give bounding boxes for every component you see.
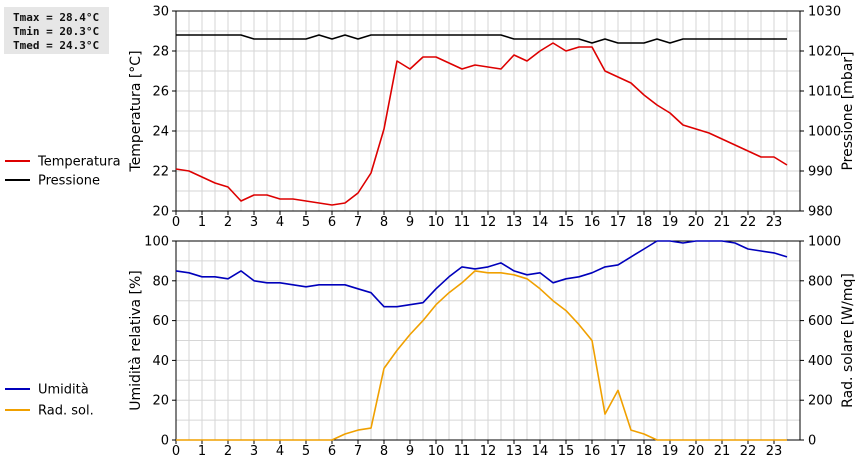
y-left-tick-label: 26 [152, 85, 169, 100]
x-tick-label: 5 [302, 444, 310, 459]
y-right-tick-label: 400 [808, 354, 833, 369]
x-tick-label: 7 [354, 215, 362, 230]
y-right-tick-label: 980 [808, 205, 833, 220]
x-tick-label: 7 [354, 444, 362, 459]
y-right-tick-label: 990 [808, 165, 833, 180]
series-line-rad-sol- [176, 270, 787, 441]
x-tick-label: 15 [558, 444, 575, 459]
y-left-tick-label: 30 [152, 5, 169, 20]
x-tick-label: 2 [224, 215, 232, 230]
x-tick-label: 11 [454, 444, 471, 459]
y-right-tick-label: 600 [808, 314, 833, 329]
x-tick-label: 21 [714, 444, 731, 459]
series-line-temperatura [175, 42, 788, 206]
x-tick-label: 0 [172, 215, 180, 230]
x-tick-label: 1 [198, 444, 206, 459]
x-tick-label: 9 [406, 215, 414, 230]
x-tick-label: 8 [380, 444, 388, 459]
x-tick-label: 20 [688, 444, 705, 459]
x-tick-label: 16 [584, 444, 601, 459]
x-tick-label: 3 [250, 215, 258, 230]
x-tick-label: 18 [636, 444, 653, 459]
x-tick-label: 19 [662, 215, 679, 230]
x-tick-label: 4 [276, 444, 284, 459]
x-tick-label: 17 [610, 444, 627, 459]
x-tick-label: 21 [714, 215, 731, 230]
x-tick-label: 15 [558, 215, 575, 230]
x-tick-label: 16 [584, 215, 601, 230]
y-left-tick-label: 60 [152, 314, 169, 329]
x-tick-label: 17 [610, 215, 627, 230]
x-tick-label: 18 [636, 215, 653, 230]
grid-temp-pressure [176, 11, 800, 211]
y-left-axis-title: Umidità relativa [%] [128, 270, 144, 411]
x-tick-label: 10 [428, 215, 445, 230]
legend-label: Umidità [38, 383, 89, 398]
series-line-umidit- [175, 240, 788, 308]
series-line-pressione [176, 34, 787, 44]
y-right-tick-label: 800 [808, 274, 833, 289]
tmin-label: Tmin = 20.3°C [13, 25, 100, 38]
y-right-axis-title: Pressione [mbar] [840, 51, 856, 170]
y-left-axis-title: Temperatura [°C] [128, 50, 144, 172]
x-tick-label: 8 [380, 215, 388, 230]
y-left-tick-label: 20 [152, 205, 169, 220]
x-tick-label: 20 [688, 215, 705, 230]
x-tick-label: 14 [532, 215, 549, 230]
x-tick-label: 22 [740, 444, 757, 459]
legend-label: Pressione [38, 174, 100, 189]
y-left-tick-label: 100 [144, 235, 169, 250]
x-tick-label: 13 [506, 444, 523, 459]
x-tick-label: 19 [662, 444, 679, 459]
x-tick-label: 22 [740, 215, 757, 230]
stats-box: Tmax = 28.4°C Tmin = 20.3°C Tmed = 24.3°… [4, 7, 109, 54]
y-left-tick-label: 22 [152, 165, 169, 180]
x-tick-label: 12 [480, 444, 497, 459]
x-tick-label: 10 [428, 444, 445, 459]
x-tick-label: 23 [766, 215, 783, 230]
tmax-label: Tmax = 28.4°C [13, 11, 100, 24]
x-tick-label: 9 [406, 444, 414, 459]
x-tick-label: 13 [506, 215, 523, 230]
tmed-label: Tmed = 24.3°C [13, 39, 100, 52]
y-right-tick-label: 1020 [808, 45, 841, 60]
y-left-tick-label: 80 [152, 274, 169, 289]
x-tick-label: 12 [480, 215, 497, 230]
y-right-tick-label: 1000 [808, 235, 841, 250]
x-tick-label: 14 [532, 444, 549, 459]
y-left-tick-label: 24 [152, 125, 169, 140]
x-tick-label: 0 [172, 444, 180, 459]
x-tick-label: 2 [224, 444, 232, 459]
y-left-tick-label: 20 [152, 394, 169, 409]
x-tick-label: 4 [276, 215, 284, 230]
chart-humidity-solar: 0 1 2 3 4 5 6 7 8 9 10 11 12 13 14 15 16 17 18 19 20 21 22 2302… [5, 235, 856, 459]
y-left-tick-label: 40 [152, 354, 169, 369]
x-tick-label: 5 [302, 215, 310, 230]
x-tick-label: 1 [198, 215, 206, 230]
x-tick-label: 3 [250, 444, 258, 459]
y-right-tick-label: 0 [808, 434, 816, 449]
y-right-tick-label: 1030 [808, 5, 841, 20]
y-right-tick-label: 1000 [808, 125, 841, 140]
y-left-tick-label: 28 [152, 45, 169, 60]
x-tick-label: 6 [328, 444, 336, 459]
y-right-axis-title: Rad. solare [W/mq] [840, 273, 856, 408]
x-tick-label: 6 [328, 215, 336, 230]
chart-temp-pressure: 0 1 2 3 4 5 6 7 8 9 10 11 12 13 14 15 16 17 18 19 20 21 22 2320… [5, 5, 856, 230]
legend-label: Rad. sol. [38, 404, 94, 419]
x-tick-label: 23 [766, 444, 783, 459]
y-right-tick-label: 200 [808, 394, 833, 409]
y-right-tick-label: 1010 [808, 85, 841, 100]
grid-humidity-solar [176, 241, 800, 440]
x-tick-label: 11 [454, 215, 471, 230]
legend-label: Temperatura [37, 155, 121, 170]
y-left-tick-label: 0 [161, 434, 169, 449]
